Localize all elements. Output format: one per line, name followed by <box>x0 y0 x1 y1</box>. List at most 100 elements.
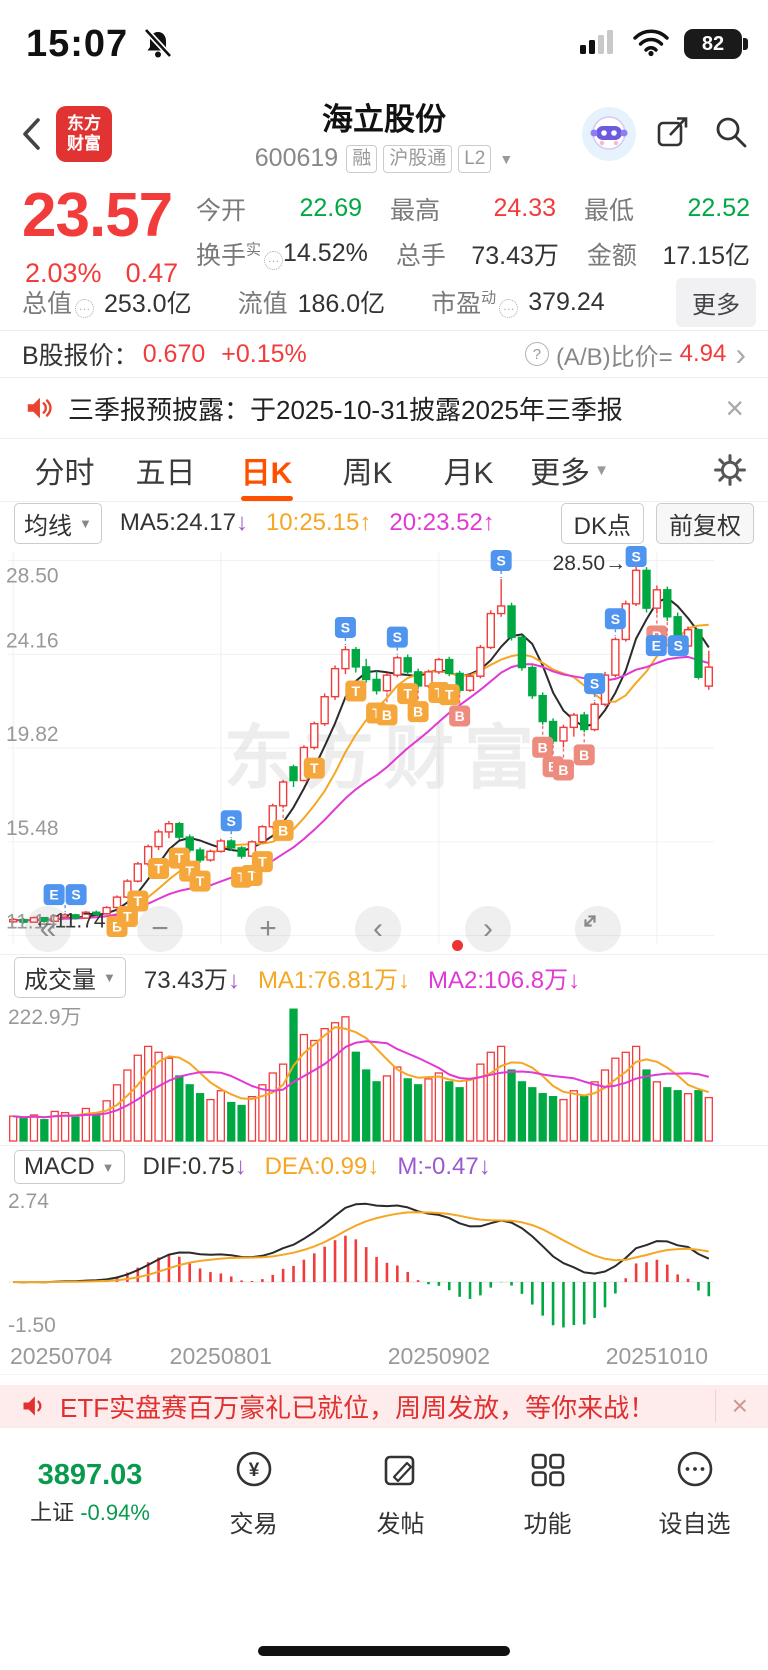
bottomnav-label: 设自选 <box>658 1510 731 1538</box>
macd-chart[interactable] <box>0 1188 768 1340</box>
share-icon[interactable] <box>652 111 694 158</box>
volume-chart[interactable] <box>0 999 768 1145</box>
dk-point-button[interactable]: DK点 <box>560 502 644 544</box>
gear-icon <box>714 454 746 486</box>
chevron-down-icon: ▼ <box>101 1159 115 1175</box>
tab-周K[interactable]: 周K <box>342 457 393 490</box>
chart-nav-rewind-button[interactable]: « <box>25 906 71 952</box>
index-quote-shortcut[interactable]: 3897.03 上证 -0.94% <box>0 1459 180 1527</box>
more-button[interactable]: 更多 <box>676 277 756 327</box>
svg-text:¥: ¥ <box>248 1460 259 1481</box>
quote-field-value: 73.43万 <box>471 241 559 270</box>
apps-icon <box>526 1448 570 1499</box>
quote-field-value: 17.15亿 <box>662 241 751 270</box>
date-label: 20251010 <box>605 1343 709 1369</box>
bottomnav-item-设自选[interactable]: 设自选 <box>621 1448 768 1539</box>
announcement-text: 三季报预披露：于2025-10-31披露2025年三季报 <box>68 394 623 425</box>
ma20-value: 20:23.52↑ <box>389 509 495 536</box>
bottomnav-item-交易[interactable]: ¥ 交易 <box>180 1448 327 1539</box>
macd-indicator-selector[interactable]: MACD ▼ <box>14 1150 125 1184</box>
bottomnav-item-发帖[interactable]: 发帖 <box>327 1448 474 1539</box>
svg-text:东方财富: 东方财富 <box>224 719 544 797</box>
chart-nav-prev-button[interactable]: ‹ <box>355 906 401 952</box>
banner-text: ETF实盘赛百万豪礼已就位，周周发放，等你来战！ <box>60 1392 656 1423</box>
info-icon[interactable]: … <box>264 250 284 270</box>
tab-更多[interactable]: 更多 ▼ <box>530 457 609 490</box>
tab-分时[interactable]: 分时 <box>34 457 95 490</box>
promo-banner[interactable]: ETF实盘赛百万豪礼已就位，周周发放，等你来战！ × <box>0 1385 768 1427</box>
bottomnav-item-功能[interactable]: 功能 <box>474 1448 621 1539</box>
chart-nav-next-button[interactable]: › <box>465 906 511 952</box>
announcement-bar[interactable]: 三季报预披露：于2025-10-31披露2025年三季报 × <box>0 378 768 439</box>
svg-text:S: S <box>590 676 599 692</box>
battery-indicator: 82 <box>684 29 748 59</box>
quote-field-value: 22.52 <box>687 194 750 222</box>
macd-axis-min: -1.50 <box>8 1314 56 1337</box>
quote-field-value: 22.69 <box>299 194 362 222</box>
index-value: 3897.03 <box>37 1459 143 1491</box>
quote-field-label: 市盈动… <box>431 284 519 320</box>
svg-text:T: T <box>310 760 319 776</box>
chart-nav-zoom-out-button[interactable]: − <box>137 906 183 952</box>
quote-field: 流值 186.0亿 <box>238 284 386 320</box>
volume-indicator-selector[interactable]: 成交量 ▼ <box>14 956 126 998</box>
quote-field: 最高 24.33 <box>390 186 584 231</box>
close-icon[interactable]: × <box>714 1390 748 1422</box>
macd-m: M:-0.47↓ <box>397 1153 491 1180</box>
tab-月K[interactable]: 月K <box>443 457 494 490</box>
volume-axis-max: 222.9万 <box>8 1006 82 1029</box>
quote-field: 总手 73.43万 <box>396 231 587 276</box>
tab-日K[interactable]: 日K <box>216 439 317 501</box>
svg-text:T: T <box>185 863 194 879</box>
quote-field-value: 253.0亿 <box>104 290 192 318</box>
b-share-row[interactable]: B股报价： 0.670 +0.15% ? (A/B)比价= 4.94 › <box>0 330 768 378</box>
adjust-mode-button[interactable]: 前复权 <box>656 502 754 544</box>
info-icon[interactable]: … <box>499 299 519 318</box>
svg-text:T: T <box>123 908 132 924</box>
bottom-nav: 3897.03 上证 -0.94% ¥ 交易 发帖 功能 设自选 <box>0 1427 768 1558</box>
quote-panel: 23.57 2.03% 0.47 今开 22.69 最高 24.33 最低 22.52 换手… <box>0 180 768 330</box>
svg-text:S: S <box>71 887 80 903</box>
macd-axis-max: 2.74 <box>8 1190 49 1213</box>
assistant-avatar[interactable] <box>582 107 636 161</box>
quote-field-label: 最低 <box>584 196 635 225</box>
svg-text:B: B <box>558 762 568 778</box>
home-indicator[interactable] <box>258 1646 510 1656</box>
chart-nav-expand-button[interactable] <box>575 906 621 952</box>
kline-chart-area: 东方财富ESBTTTTTTSTTTBTSTTBSTBTTBSBBBBSSSBES… <box>0 544 768 954</box>
ma-selector[interactable]: 均线 ▼ <box>14 502 102 544</box>
quote-field-label: 金额 <box>586 241 637 270</box>
post-icon <box>379 1448 423 1499</box>
chevron-down-icon: ▼ <box>103 969 116 985</box>
tab-五日[interactable]: 五日 <box>135 457 196 490</box>
help-icon[interactable]: ? <box>524 342 549 366</box>
chart-settings-button[interactable] <box>692 439 768 501</box>
svg-text:B: B <box>579 747 589 763</box>
quote-field-label: 总值… <box>22 284 95 320</box>
grid-icon <box>531 1453 564 1486</box>
kline-chart[interactable]: 东方财富ESBTTTTTTSTTTBTSTTBSTBTTBSBBBBSSSBES… <box>0 544 768 954</box>
date-label: 20250902 <box>387 1343 491 1369</box>
chevron-down-icon: ▼ <box>594 461 609 479</box>
info-icon[interactable]: … <box>75 299 95 318</box>
svg-text:19.82: 19.82 <box>6 723 59 746</box>
quote-field-label: 换手实… <box>196 236 284 272</box>
yen-circle-icon: ¥ <box>236 1451 271 1486</box>
volume-toolbar: 成交量 ▼ 73.43万↓ MA1:76.81万↓ MA2:106.8万↓ <box>0 954 768 999</box>
ma10-value: 10:25.15↑ <box>265 509 372 536</box>
back-button[interactable] <box>16 112 52 156</box>
chevron-right-icon: › <box>735 336 746 372</box>
search-icon[interactable] <box>710 111 752 158</box>
quote-field-value: 186.0亿 <box>297 290 386 318</box>
expand-icon <box>584 915 596 927</box>
chart-nav-zoom-in-button[interactable]: + <box>245 906 291 952</box>
megaphone-icon <box>20 1392 48 1420</box>
svg-text:S: S <box>611 611 620 627</box>
header-title-block[interactable]: 海立股份 600619 融沪股通 L2 ▼ <box>174 94 594 173</box>
svg-text:S: S <box>341 619 350 635</box>
svg-text:T: T <box>352 683 361 699</box>
macd-dif: DIF:0.75↓ <box>142 1153 247 1180</box>
quote-row3: 总值… 253.0亿 流值 186.0亿 市盈动… 379.24 更多 <box>22 277 756 327</box>
quote-row: 今开 22.69 最高 24.33 最低 22.52 <box>196 186 756 231</box>
close-icon[interactable]: × <box>725 389 744 426</box>
